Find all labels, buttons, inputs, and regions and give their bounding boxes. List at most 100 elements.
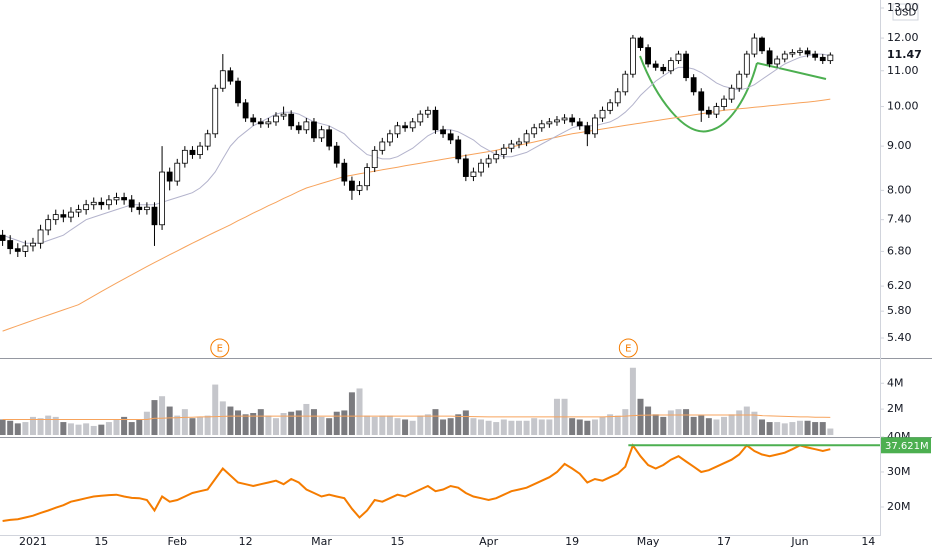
candle-body [462,158,469,177]
candle-body [386,133,393,143]
candle-body [812,53,819,58]
y-tick-label: 8.00 [887,183,912,196]
candle-body [728,87,735,100]
candle-body [599,109,606,119]
candle-body [30,242,36,247]
candle-body [295,125,302,131]
candle-body [827,54,834,62]
candle-body [0,234,6,241]
volume-bar [272,418,279,435]
volume-bar [493,422,500,435]
candle-body [797,50,803,53]
volume-ma [2,414,831,420]
candle-body [394,125,401,135]
x-tick-label: 15 [390,535,404,548]
candle-body [341,162,348,182]
candle-body [698,91,705,111]
volume-bar [0,419,6,435]
candle-body [257,121,264,125]
volume-bar [371,416,378,435]
volume-bar [819,422,826,435]
y-tick-label: 5.80 [887,304,912,317]
candle-body [637,37,644,48]
volume-bar [265,415,272,435]
volume-bar [531,418,538,435]
volume-bar [235,410,242,435]
y-tick-label: 4M [887,376,904,389]
candle-body [212,87,219,135]
last-value-label: 37.621M [885,441,929,452]
candle-body [90,201,97,206]
candle-body [622,73,629,93]
volume-bar [538,419,545,435]
candle-body [106,199,112,206]
earnings-marker [210,338,230,358]
candle-body [265,121,272,125]
candle-body [364,167,371,187]
earnings-label: E [625,344,631,355]
volume-bar [257,409,264,435]
y-tick-label: 9.00 [887,139,912,152]
volume-bar [751,411,758,435]
volume-bar [105,422,112,435]
candle-body [645,47,651,65]
candle-body [7,240,14,250]
volume-bar [637,398,644,435]
volume-bar [90,425,97,435]
volume-bar [22,422,29,435]
volume-bar [379,415,386,435]
volume-bar [52,416,59,435]
volume-bar [614,415,621,435]
volume-bar [83,423,90,435]
volume-bar [432,409,439,435]
volume-bar [759,419,765,435]
volume-bar [409,420,416,435]
candle-body [45,219,52,231]
candle-body [235,80,241,104]
volume-bar [14,423,21,435]
volume-bar [645,406,652,435]
last-price-label: 11.47 [887,48,922,61]
candle-body [440,129,446,135]
volume-bar [447,418,454,435]
x-tick-label: 19 [565,535,579,548]
volume-bar [143,411,150,435]
candle-body [371,149,378,168]
candle-body [592,117,598,135]
volume-bar [591,419,598,435]
candle-body [660,66,667,72]
y-tick-label: 20M [887,500,911,513]
moving-average [2,53,831,244]
volume-bar [189,418,196,435]
candle-body [546,121,553,125]
x-tick-label: Apr [479,535,499,548]
y-tick-label: 30M [887,465,911,478]
y-tick-label: 10.00 [887,100,919,113]
candle-body [705,109,712,115]
volume-bar [440,419,447,435]
candle-body [52,214,59,221]
candle-body [614,91,621,104]
y-tick-label: 6.80 [887,244,912,257]
volume-bar [417,415,424,435]
y-tick-label: 5.40 [887,331,912,344]
candle-body [531,127,538,135]
candle-body [538,123,545,129]
volume-bar [827,428,834,435]
candle-body [485,158,492,164]
volume-bar [326,418,333,435]
volume-bar [683,409,690,435]
candle-body [713,106,720,115]
candle-body [250,117,257,123]
volume-bar [212,384,219,435]
volume-bar [128,422,135,435]
candle-body [759,37,765,52]
candle-body [500,147,507,155]
candle-body [83,204,90,211]
candle-body [781,53,788,60]
y-tick-label: 11.00 [887,64,919,77]
candle-body [569,117,576,123]
volume-bar [288,411,295,435]
